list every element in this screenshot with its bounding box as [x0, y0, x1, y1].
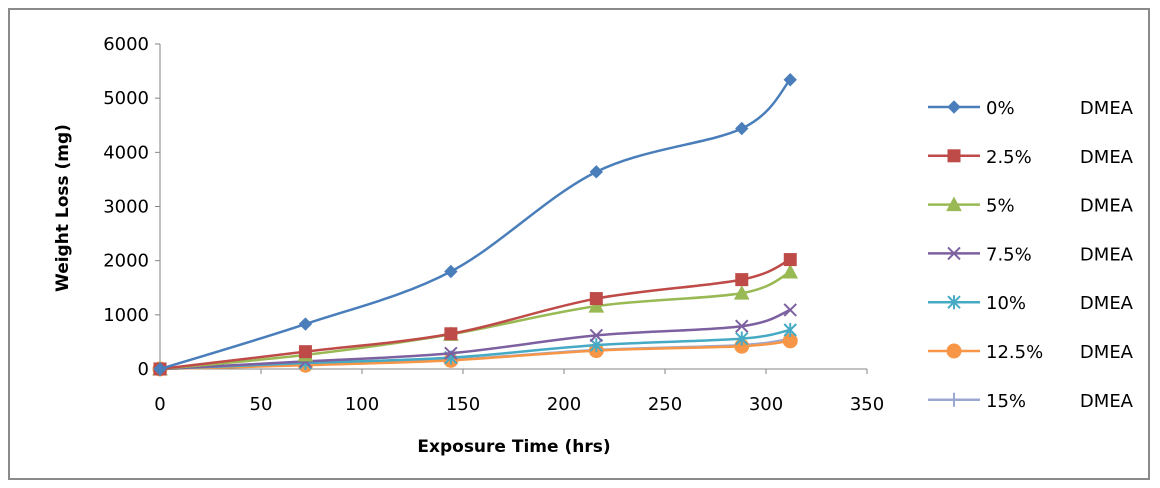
- x-tick-label: 50: [250, 394, 273, 415]
- y-tick-label: 6000: [103, 34, 149, 55]
- data-point: [589, 338, 604, 353]
- legend-marker: [947, 295, 961, 310]
- x-tick-label: 200: [547, 394, 581, 415]
- data-point: [733, 285, 750, 300]
- legend-item-0: 0% DMEA: [928, 98, 1134, 119]
- data-point: [782, 263, 799, 279]
- legend-label: 15%: [986, 391, 1026, 412]
- data-point: [783, 73, 797, 87]
- legend-marker: [946, 196, 962, 212]
- series-line: [159, 308, 791, 371]
- legend-item-5: 12.5% DMEA: [928, 342, 1134, 363]
- legend-suffix: DMEA: [1080, 342, 1134, 363]
- legend-item-3: 7.5% DMEA: [928, 244, 1134, 265]
- data-point: [783, 253, 797, 267]
- legend-label: 0%: [986, 98, 1015, 119]
- data-point: [298, 345, 312, 359]
- data-point: [735, 331, 749, 346]
- legend-label: 10%: [986, 293, 1026, 314]
- legend-marker: [947, 100, 961, 114]
- series-line: [159, 258, 791, 371]
- data-point: [153, 362, 167, 376]
- x-tick-label: 250: [648, 394, 682, 415]
- y-tick-label: 0: [138, 359, 149, 380]
- data-point: [298, 317, 313, 331]
- legend-label: 2.5%: [986, 147, 1032, 168]
- chart-frame: [8, 8, 1150, 480]
- series-line: [159, 328, 791, 371]
- data-point: [588, 298, 605, 313]
- legend-suffix: DMEA: [1080, 98, 1134, 119]
- x-tick-label: 350: [850, 394, 884, 415]
- series-3: [153, 303, 797, 376]
- legend-suffix: DMEA: [1080, 244, 1134, 265]
- series-line: [159, 78, 792, 371]
- plot-area: 0 1000 2000 3000 4000 5000 6000 0 50 100 150 200 250…: [103, 34, 884, 415]
- data-point: [735, 319, 749, 333]
- y-axis-title: Weight Loss (mg): [53, 124, 73, 292]
- data-point: [783, 303, 797, 317]
- data-point: [589, 292, 603, 306]
- legend-label: 5%: [986, 196, 1015, 217]
- legend-marker: [946, 343, 962, 359]
- y-tick-label: 4000: [103, 142, 149, 163]
- data-point: [444, 327, 458, 341]
- x-axis-title: Exposure Time (hrs): [417, 437, 610, 457]
- legend-suffix: DMEA: [1080, 293, 1134, 314]
- series-0: [153, 73, 797, 376]
- data-point: [735, 121, 749, 136]
- x-tick-label: 100: [345, 394, 379, 415]
- legend-item-1: 2.5% DMEA: [928, 147, 1134, 168]
- data-point: [444, 264, 458, 279]
- legend-item-2: 5% DMEA: [928, 196, 1134, 217]
- legend-label: 7.5%: [986, 244, 1032, 265]
- x-tick-label: 150: [446, 394, 480, 415]
- data-point: [735, 273, 749, 287]
- legend-marker: [947, 149, 961, 163]
- legend-item-6: 15% DMEA: [928, 391, 1134, 412]
- data-point: [444, 346, 458, 360]
- data-point: [589, 328, 604, 343]
- legend-marker: [947, 246, 961, 261]
- legend-suffix: DMEA: [1080, 196, 1134, 217]
- y-tick-label: 3000: [103, 197, 149, 218]
- series-line: [159, 270, 791, 371]
- legend-label: 12.5%: [986, 342, 1043, 363]
- x-tick-label: 300: [749, 394, 783, 415]
- data-point: [783, 323, 797, 337]
- legend-suffix: DMEA: [1080, 391, 1134, 412]
- data-point: [589, 165, 604, 179]
- legend-suffix: DMEA: [1080, 147, 1134, 168]
- y-tick-label: 1000: [103, 305, 149, 326]
- y-tick-label: 2000: [103, 251, 149, 272]
- legend-marker: [947, 392, 961, 407]
- legend-item-4: 10% DMEA: [928, 293, 1134, 314]
- x-tick-label: 0: [154, 394, 165, 415]
- y-tick-label: 5000: [103, 88, 149, 109]
